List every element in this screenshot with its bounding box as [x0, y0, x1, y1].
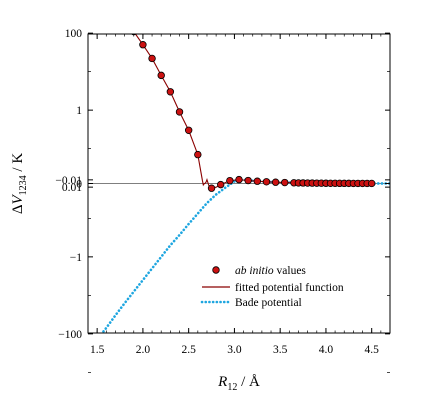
data-point: [235, 175, 243, 184]
data-point: [148, 54, 156, 63]
y-tick-label: 0.01: [62, 182, 82, 194]
data-point: [194, 150, 202, 159]
x-tick-label: 3.0: [227, 344, 242, 356]
y-axis-title: ΔV1234 / K: [10, 153, 29, 214]
x-tick-label: 2.5: [181, 344, 196, 356]
legend-marker-ab-initio: [212, 266, 220, 274]
data-point: [271, 178, 280, 186]
legend-label-ab-initio-rest: values: [274, 265, 307, 277]
y-tick-label: 0: [76, 179, 82, 191]
x-tick-label: 2.0: [136, 344, 151, 356]
x-axis-title: R12 / Å: [217, 374, 260, 393]
x-ticks: 1.5 2.0 2.5 3.0 3.5 4.0 4.5: [90, 34, 382, 356]
x-tick-label: 4.0: [319, 344, 334, 356]
legend-label-ab-initio-italic: ab initio: [235, 265, 274, 277]
x-axis-title-unit: / Å: [237, 374, 260, 390]
data-point: [184, 126, 193, 134]
data-point: [216, 180, 225, 189]
data-point: [253, 177, 261, 185]
y-tick-label: −1: [70, 252, 82, 264]
y-axis-title-symbol: V: [10, 194, 26, 205]
legend-entry-fitted: fitted potential function: [202, 282, 344, 294]
legend-label-ab-initio: ab initio values: [235, 265, 306, 277]
y-axis-title-subscript: 1234: [18, 175, 29, 195]
data-point: [244, 176, 252, 185]
data-point: [281, 178, 289, 187]
data-point: [262, 178, 271, 186]
legend-label-fitted: fitted potential function: [235, 282, 344, 294]
x-tick-label: 3.5: [273, 344, 288, 356]
data-point: [207, 184, 216, 192]
series-layer: [100, 34, 390, 333]
data-point: [368, 179, 376, 188]
y-axis-title-prefix: Δ: [10, 204, 26, 214]
y-tick-label: 100: [65, 28, 83, 40]
legend-entry-ab-initio: ab initio values: [212, 265, 306, 277]
data-point: [157, 71, 165, 80]
x-tick-label: 4.5: [365, 344, 380, 356]
y-axis-title-unit: / K: [10, 153, 26, 176]
legend-label-bade: Bade potential: [235, 297, 302, 309]
data-point: [166, 88, 175, 96]
data-point: [175, 108, 184, 116]
y-tick-label: −100: [58, 329, 82, 341]
y-tick-label: 1: [76, 105, 82, 117]
data-point: [226, 176, 234, 185]
y-ticks: 1000010010.010−0.01−1−100−10000: [55, 28, 390, 373]
data-point: [139, 41, 147, 49]
legend: ab initio values fitted potential functi…: [200, 265, 344, 309]
y-tick-label: −0.01: [55, 175, 82, 187]
x-tick-label: 1.5: [90, 344, 105, 356]
x-axis-title-symbol: R: [217, 374, 227, 390]
legend-entry-bade: Bade potential: [200, 297, 302, 309]
x-axis-title-subscript: 12: [227, 382, 237, 393]
